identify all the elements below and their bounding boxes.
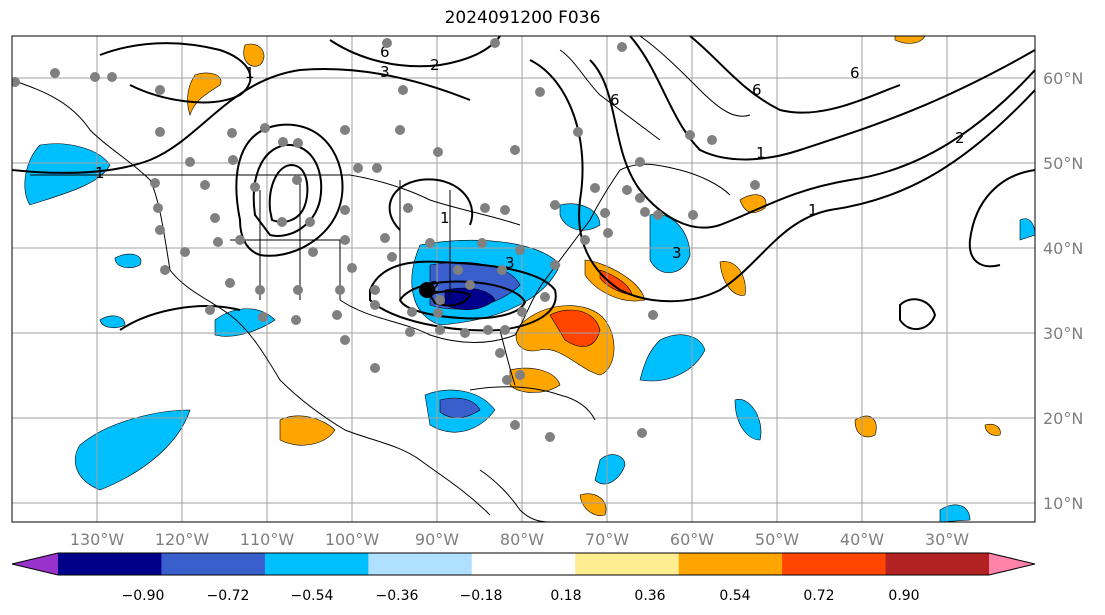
contour-label: 1 (440, 209, 450, 227)
lon-label: 90°W (415, 530, 459, 549)
storm-center-marker (419, 282, 435, 298)
station-markers (12, 38, 760, 442)
contour-label: 2 (430, 278, 440, 296)
colorbar-outline (11, 552, 1036, 576)
contour-label: 3 (380, 63, 390, 81)
colorbar-tick-label: 0.36 (634, 588, 665, 604)
coastlines (12, 36, 751, 522)
colorbar-tick-label: 0.72 (803, 588, 834, 604)
contour-label: 6 (752, 81, 762, 99)
contour-label: 6 (850, 64, 860, 82)
lon-label: 70°W (585, 530, 629, 549)
latitude-labels: 60°N 50°N 40°N 30°N 20°N 10°N (1043, 69, 1083, 513)
colorbar-tick-label: −0.18 (460, 588, 503, 604)
contour-label: 6 (610, 91, 620, 109)
contour-label: 3 (672, 244, 682, 262)
lon-label: 130°W (70, 530, 125, 549)
lat-label: 10°N (1043, 494, 1083, 513)
contour-label: 2 (430, 56, 440, 74)
colorbar-tick-label: −0.72 (207, 588, 250, 604)
colorbar-tick-label: 0.18 (550, 588, 581, 604)
colorbar-segment (678, 553, 783, 575)
colorbar-segment (885, 553, 990, 575)
colorbar-segment (575, 553, 680, 575)
lon-label: 40°W (840, 530, 884, 549)
lon-label: 120°W (155, 530, 210, 549)
lon-label: 80°W (500, 530, 544, 549)
contour-label: 6 (380, 43, 390, 61)
map-frame (11, 35, 1036, 523)
lat-label: 20°N (1043, 409, 1083, 428)
contour-label: 1 (756, 144, 766, 162)
lon-label: 50°W (755, 530, 799, 549)
colorbar (11, 552, 1036, 576)
isolines (12, 36, 1035, 332)
contour-label: 2 (955, 129, 965, 147)
contour-label: 1 (808, 201, 818, 219)
colorbar-segment (161, 553, 266, 575)
lon-label: 30°W (925, 530, 969, 549)
colorbar-segment (368, 553, 473, 575)
colorbar-segment (58, 553, 162, 575)
lat-label: 30°N (1043, 324, 1083, 343)
colorbar-tick-label: −0.90 (122, 588, 165, 604)
lon-label: 60°W (670, 530, 714, 549)
contour-label: 3 (505, 254, 515, 272)
lat-label: 60°N (1043, 69, 1083, 88)
lat-label: 40°N (1043, 239, 1083, 258)
colorbar-tick-label: −0.36 (376, 588, 419, 604)
contour-label: 1 (245, 64, 255, 82)
colorbar-segment (782, 553, 887, 575)
lon-label: 110°W (240, 530, 295, 549)
colorbar-segment (471, 553, 576, 575)
colorbar-tick-label: 0.90 (888, 588, 919, 604)
colorbar-tick-label: −0.54 (291, 588, 334, 604)
colorbar-extend-high (989, 553, 1035, 575)
shaded-anomaly-fields (24, 36, 1035, 522)
contour-labels: 1 1 1 1 1 2 2 2 3 3 3 6 6 6 6 (95, 43, 965, 296)
lon-label: 100°W (325, 530, 380, 549)
colorbar-tick-labels: −0.90 −0.72 −0.54 −0.36 −0.18 0.18 0.36 … (122, 588, 920, 604)
longitude-labels: 130°W 120°W 110°W 100°W 90°W 80°W 70°W 6… (70, 530, 969, 549)
colorbar-segment (264, 553, 369, 575)
colorbar-extend-low (12, 553, 58, 575)
colorbar-tick-label: 0.54 (719, 588, 750, 604)
map-title: 2024091200 F036 (444, 8, 601, 28)
lat-label: 50°N (1043, 154, 1083, 173)
contour-label: 1 (95, 164, 105, 182)
